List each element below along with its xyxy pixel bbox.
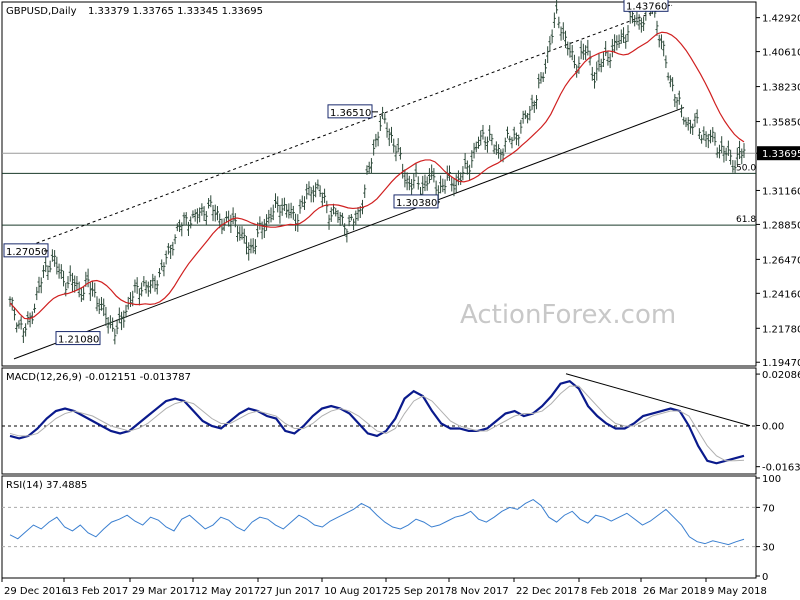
time-tick-label: 9 May 2018 xyxy=(708,586,767,597)
macd-axis: 0.020861 0.00 -0.016357 xyxy=(756,370,800,474)
symbol-label: GBPUSD,Daily xyxy=(6,6,77,17)
macd-panel-frame xyxy=(1,367,757,475)
macd-title: MACD(12,26,9) -0.012151 -0.013787 xyxy=(6,372,191,383)
macd-tick-label: 0.00 xyxy=(762,421,784,432)
swing-label: 1.30380 xyxy=(396,198,437,209)
rsi-panel-frame xyxy=(1,475,757,579)
last-price-label: 1.33695 xyxy=(762,149,800,160)
fib-level-label: 61.8 xyxy=(736,215,756,225)
macd-plot xyxy=(2,373,756,465)
macd-signal-line xyxy=(9,385,745,462)
time-tick-label: 25 Sep 2017 xyxy=(388,586,451,597)
price-tick-label: 1.19470 xyxy=(762,358,800,369)
time-tick-label: 12 May 2017 xyxy=(195,586,260,597)
time-tick-label: 8 Feb 2018 xyxy=(581,586,637,597)
last-price-tag xyxy=(757,146,800,161)
price-tick-label: 1.38230 xyxy=(762,83,800,94)
upper-trendline xyxy=(13,4,673,253)
time-tick-label: 22 Dec 2017 xyxy=(516,586,580,597)
time-tick-label: 27 Jun 2017 xyxy=(260,586,320,597)
rsi-tick-label: 100 xyxy=(762,474,781,485)
price-tick-label: 1.31160 xyxy=(762,186,800,197)
price-axis: 1.42920 1.40610 1.38230 1.35850 1.33695 1.311… xyxy=(756,14,800,369)
rsi-title: RSI(14) 37.4885 xyxy=(6,480,87,491)
price-tick-label: 1.21780 xyxy=(762,324,800,335)
price-tick-label: 1.28850 xyxy=(762,220,800,231)
moving-average-line xyxy=(9,31,745,320)
macd-tick-label: -0.016357 xyxy=(762,463,800,474)
watermark: ActionForex.com xyxy=(460,300,676,330)
rsi-line xyxy=(9,498,745,546)
rsi-tick-label: 70 xyxy=(762,503,775,514)
rsi-tick-label: 30 xyxy=(762,543,775,554)
price-panel-frame xyxy=(1,1,757,367)
price-tick-label: 1.35850 xyxy=(762,118,800,129)
swing-label: 1.21080 xyxy=(58,335,99,346)
ohlc-readout: 1.33379 1.33765 1.33345 1.33695 xyxy=(88,6,263,17)
swing-labels: 1.27050 1.21080 1.36510 1.30380 1.43760 xyxy=(3,0,670,346)
price-tick-label: 1.26470 xyxy=(762,255,800,266)
swing-label: 1.43760 xyxy=(626,1,667,12)
price-tick-label: 1.42920 xyxy=(762,14,800,25)
price-tick-label: 1.24160 xyxy=(762,289,800,300)
rsi-plot xyxy=(2,498,756,548)
time-tick-label: 13 Feb 2017 xyxy=(66,586,128,597)
macd-tick-label: 0.020861 xyxy=(762,370,800,381)
time-tick-label: 29 Dec 2016 xyxy=(4,586,68,597)
rsi-axis: 100 70 30 0 xyxy=(756,474,781,583)
price-reference-lines: 50.0 61.8 xyxy=(2,152,756,226)
rsi-tick-label: 0 xyxy=(762,572,768,583)
moving-average xyxy=(9,31,745,320)
time-tick-label: 10 Aug 2017 xyxy=(324,586,388,597)
time-tick-label: 29 Mar 2017 xyxy=(132,586,195,597)
fib-level-label: 50.0 xyxy=(736,163,756,173)
swing-label: 1.27050 xyxy=(6,247,47,258)
macd-line xyxy=(9,379,745,465)
swing-label-box xyxy=(55,331,101,346)
price-tick-label: 1.40610 xyxy=(762,48,800,59)
time-tick-label: 8 Nov 2017 xyxy=(451,586,509,597)
time-tick-label: 26 Mar 2018 xyxy=(643,586,706,597)
price-bars xyxy=(8,0,746,345)
macd-trendline xyxy=(565,373,751,427)
swing-label: 1.36510 xyxy=(330,108,371,119)
